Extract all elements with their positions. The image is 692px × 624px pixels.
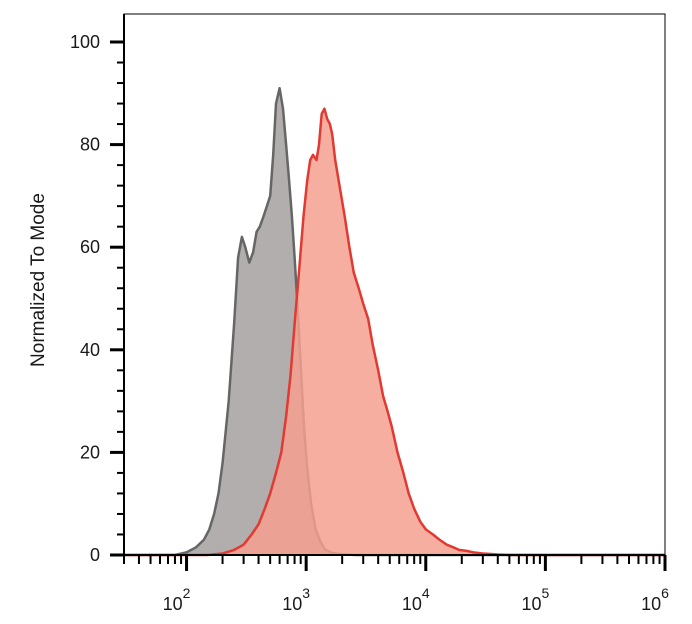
y-tick-label: 0 — [90, 545, 100, 565]
x-tick-label: 103 — [282, 585, 310, 614]
x-tick-label: 105 — [521, 585, 549, 614]
y-tick-label: 100 — [70, 32, 100, 52]
series-layer — [124, 86, 665, 557]
y-tick-label: 80 — [80, 135, 100, 155]
x-tick-label: 106 — [641, 585, 669, 614]
series-2-line — [124, 107, 665, 557]
series-2-area — [124, 108, 665, 555]
x-tick-label: 104 — [402, 585, 430, 614]
x-tick-label: 102 — [163, 585, 191, 614]
y-tick-label: 60 — [80, 237, 100, 257]
y-tick-label: 20 — [80, 442, 100, 462]
y-tick-label: 40 — [80, 340, 100, 360]
y-axis-label: Normalized To Mode — [28, 193, 49, 367]
x-axis: 102 103 104 105 106 — [123, 554, 669, 614]
y-axis: 0 20 40 60 80 100 — [70, 14, 125, 565]
series-1-area — [124, 88, 665, 555]
